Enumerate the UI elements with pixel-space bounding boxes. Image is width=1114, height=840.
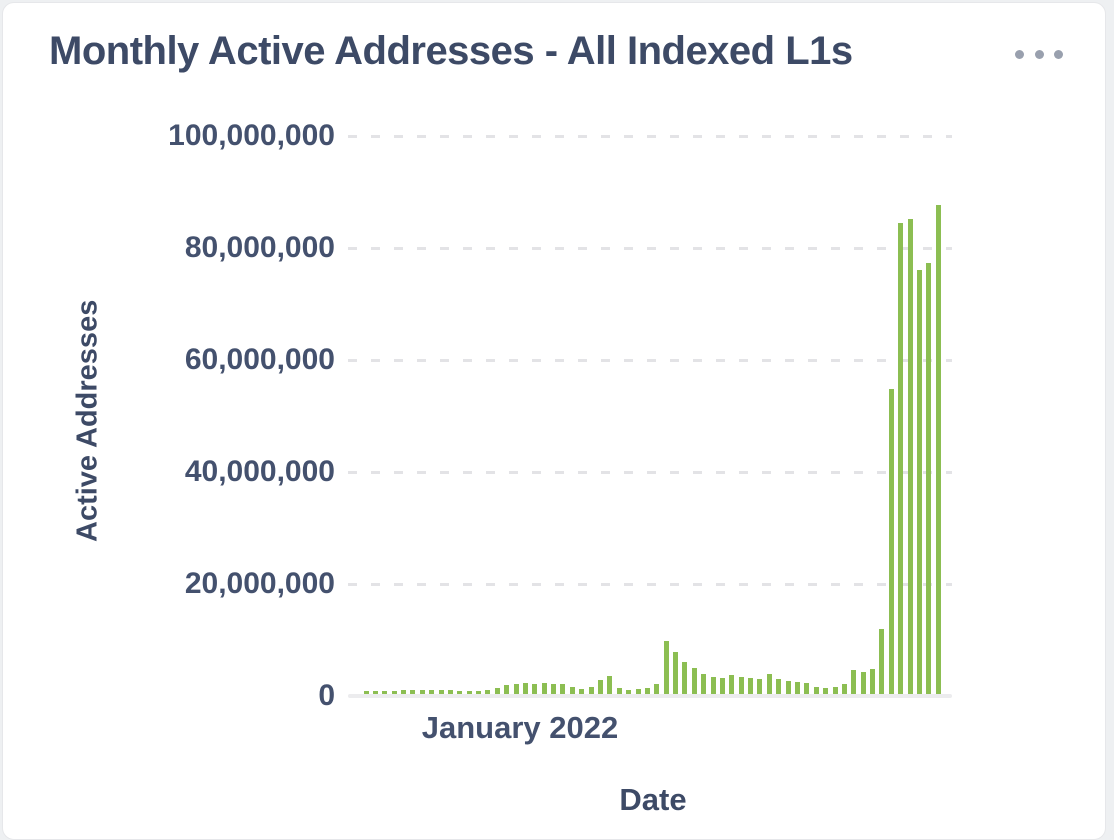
bar[interactable] bbox=[813, 686, 819, 694]
bar[interactable] bbox=[841, 683, 847, 694]
bar[interactable] bbox=[879, 629, 885, 694]
y-tick-label: 0 bbox=[318, 679, 335, 712]
bar[interactable] bbox=[588, 687, 594, 694]
bar[interactable] bbox=[363, 690, 369, 694]
chart-title: Monthly Active Addresses - All Indexed L… bbox=[49, 29, 853, 73]
bar[interactable] bbox=[926, 262, 932, 694]
bar[interactable] bbox=[504, 685, 510, 694]
bar[interactable] bbox=[663, 640, 669, 694]
y-axis-title: Active Addresses bbox=[71, 299, 104, 543]
ellipsis-menu-button[interactable] bbox=[1011, 39, 1067, 69]
bar[interactable] bbox=[410, 690, 416, 694]
bar[interactable] bbox=[916, 270, 922, 694]
x-axis-title: Date bbox=[619, 782, 687, 817]
bar[interactable] bbox=[541, 683, 547, 694]
bar[interactable] bbox=[419, 690, 425, 694]
y-tick-label: 20,000,000 bbox=[184, 567, 335, 600]
bar[interactable] bbox=[494, 687, 500, 694]
bar[interactable] bbox=[438, 690, 444, 694]
gridline bbox=[348, 135, 952, 138]
gridline bbox=[348, 359, 952, 362]
x-tick-label: January 2022 bbox=[421, 710, 619, 745]
gridline bbox=[348, 583, 952, 586]
bar[interactable] bbox=[738, 677, 744, 694]
plot-area bbox=[348, 135, 952, 698]
bar[interactable] bbox=[673, 652, 679, 694]
bar[interactable] bbox=[729, 674, 735, 694]
gridline bbox=[348, 247, 952, 250]
bar[interactable] bbox=[513, 683, 519, 694]
x-axis-line bbox=[348, 694, 952, 698]
bar[interactable] bbox=[851, 670, 857, 694]
bar[interactable] bbox=[551, 684, 557, 694]
bar[interactable] bbox=[785, 681, 791, 694]
bar[interactable] bbox=[476, 691, 482, 694]
bar[interactable] bbox=[457, 690, 463, 694]
bar[interactable] bbox=[466, 691, 472, 694]
bar[interactable] bbox=[532, 683, 538, 694]
bar[interactable] bbox=[560, 684, 566, 694]
ellipsis-icon bbox=[1015, 49, 1024, 59]
bar[interactable] bbox=[719, 677, 725, 694]
bar[interactable] bbox=[616, 688, 622, 694]
bar[interactable] bbox=[691, 668, 697, 694]
bar[interactable] bbox=[644, 688, 650, 694]
bar[interactable] bbox=[832, 686, 838, 694]
bar[interactable] bbox=[823, 687, 829, 694]
y-tick-label: 100,000,000 bbox=[168, 119, 335, 152]
bar[interactable] bbox=[654, 683, 660, 694]
bar[interactable] bbox=[898, 223, 904, 694]
y-tick-label: 60,000,000 bbox=[184, 343, 335, 376]
bar[interactable] bbox=[485, 690, 491, 694]
bar[interactable] bbox=[935, 205, 941, 694]
bar[interactable] bbox=[447, 690, 453, 694]
bar[interactable] bbox=[626, 689, 632, 694]
bar[interactable] bbox=[522, 683, 528, 694]
bar[interactable] bbox=[870, 668, 876, 694]
bar[interactable] bbox=[635, 688, 641, 694]
ellipsis-icon bbox=[1054, 49, 1063, 59]
bar[interactable] bbox=[776, 678, 782, 694]
bar[interactable] bbox=[569, 686, 575, 694]
bar[interactable] bbox=[391, 690, 397, 694]
bar[interactable] bbox=[429, 690, 435, 694]
bar[interactable] bbox=[701, 673, 707, 694]
bar[interactable] bbox=[382, 690, 388, 694]
bar[interactable] bbox=[766, 673, 772, 694]
bar[interactable] bbox=[598, 680, 603, 694]
gridline bbox=[348, 471, 952, 474]
bar[interactable] bbox=[710, 677, 716, 694]
bar[interactable] bbox=[888, 388, 894, 694]
bar[interactable] bbox=[794, 682, 800, 694]
bar[interactable] bbox=[804, 682, 810, 694]
y-tick-label: 40,000,000 bbox=[184, 455, 335, 488]
bar[interactable] bbox=[757, 678, 763, 694]
ellipsis-icon bbox=[1034, 49, 1044, 59]
bar[interactable] bbox=[372, 690, 378, 694]
bar[interactable] bbox=[860, 671, 866, 694]
bar[interactable] bbox=[607, 675, 613, 694]
bar[interactable] bbox=[748, 677, 754, 694]
bar[interactable] bbox=[907, 219, 913, 694]
bar[interactable] bbox=[579, 688, 585, 694]
y-tick-label: 80,000,000 bbox=[184, 231, 335, 264]
bar[interactable] bbox=[682, 662, 688, 694]
bar[interactable] bbox=[401, 690, 407, 694]
